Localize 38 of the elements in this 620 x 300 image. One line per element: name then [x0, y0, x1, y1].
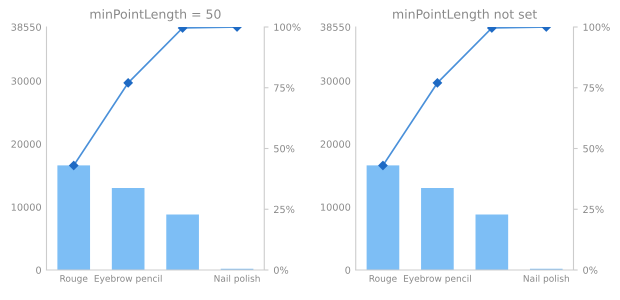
x-tick-label: Eyebrow pencil	[404, 274, 471, 284]
chart-title: minPointLength not set	[393, 9, 537, 22]
bar	[421, 188, 454, 270]
y-tick-label: 10000	[12, 203, 41, 211]
x-tick-label: Rouge	[370, 275, 397, 284]
bar	[166, 214, 199, 270]
y2-tick-label: 100%	[274, 23, 301, 31]
y-tick-label: 38550	[320, 23, 350, 31]
bar	[112, 188, 144, 270]
y-tick-label: 38550	[11, 23, 41, 31]
y2-tick-label: 50%	[274, 144, 294, 152]
y2-tick-label: 50%	[583, 144, 604, 152]
bar	[57, 165, 90, 270]
x-tick-label: Nail polish	[524, 274, 569, 284]
x-tick-label: Nail polish	[214, 274, 260, 284]
point	[69, 160, 78, 170]
y-tick-label: 0	[36, 266, 41, 274]
y-tick-label: 0	[345, 266, 350, 274]
y2-tick-label: 100%	[584, 23, 610, 31]
x-tick-label: Rouge	[60, 275, 88, 284]
y2-tick-label: 25%	[274, 206, 294, 214]
y2-tick-label: 75%	[274, 84, 294, 92]
y-tick-label: 30000	[11, 77, 41, 85]
point	[432, 78, 442, 88]
x-tick-label: Eyebrow pencil	[94, 274, 162, 284]
y-tick-label: 20000	[11, 140, 41, 148]
y-tick-label: 30000	[320, 77, 350, 85]
y2-tick-label: 75%	[583, 84, 604, 92]
y2-tick-label: 0%	[274, 266, 288, 274]
point	[378, 160, 388, 170]
y-tick-label: 10000	[321, 203, 350, 211]
point	[124, 78, 133, 88]
y-tick-label: 20000	[320, 140, 350, 148]
bar	[476, 214, 508, 270]
y2-tick-label: 25%	[583, 206, 604, 214]
bar	[366, 165, 400, 270]
chart-title: minPointLength = 50	[90, 9, 221, 22]
y2-tick-label: 0%	[583, 266, 598, 274]
